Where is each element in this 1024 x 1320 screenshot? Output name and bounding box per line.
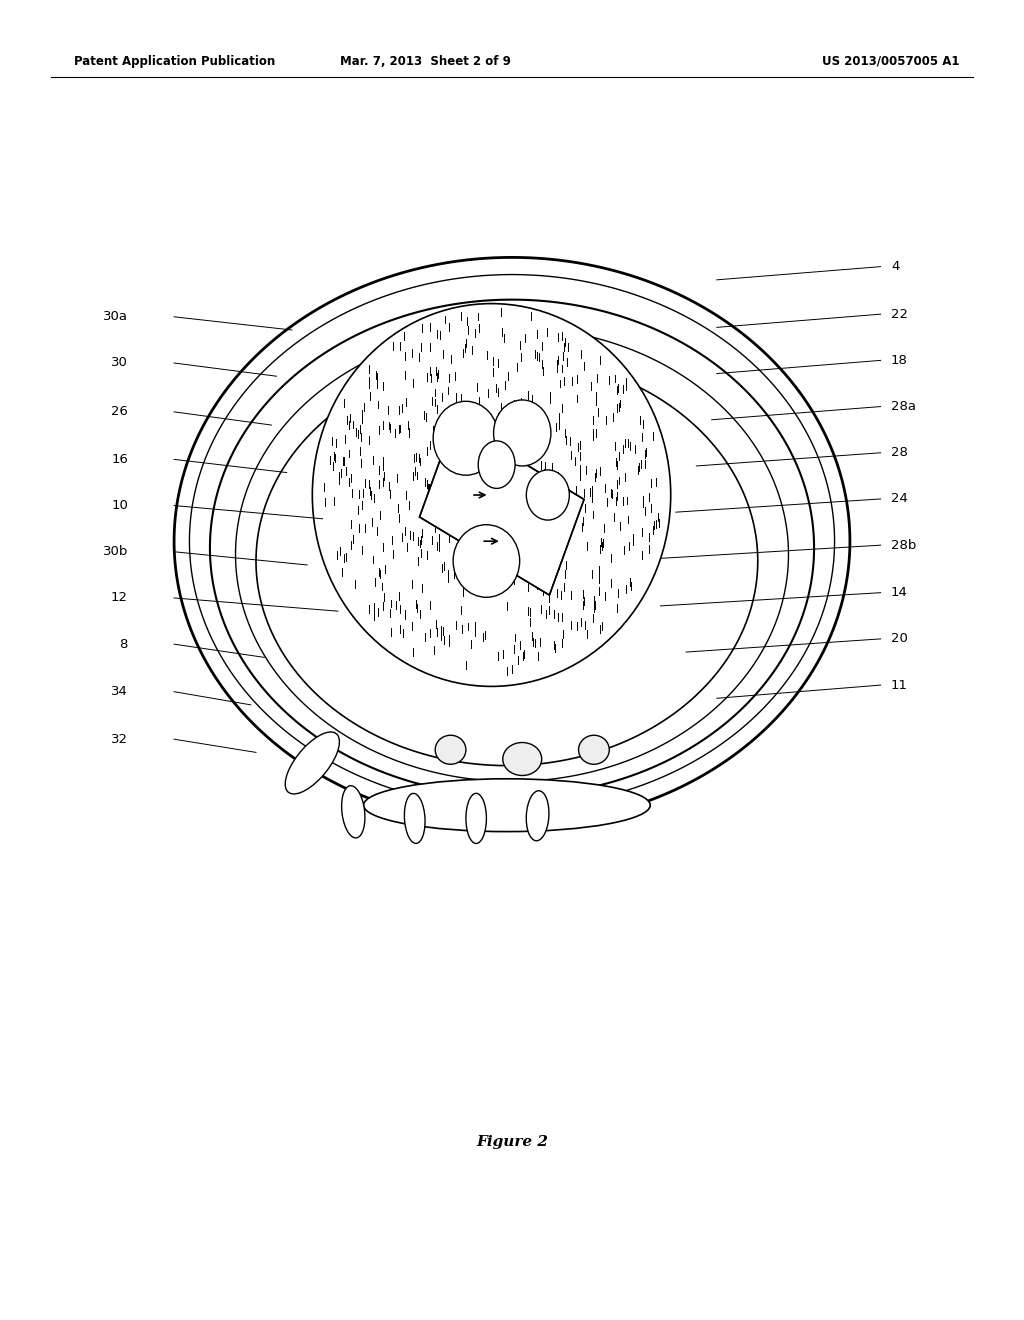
Text: 28b: 28b bbox=[891, 539, 916, 552]
Text: 10: 10 bbox=[112, 499, 128, 512]
Text: Patent Application Publication: Patent Application Publication bbox=[74, 55, 275, 67]
Text: 20: 20 bbox=[891, 632, 907, 645]
Text: 28a: 28a bbox=[891, 400, 915, 413]
Ellipse shape bbox=[342, 785, 365, 838]
Text: 14: 14 bbox=[891, 586, 907, 599]
Ellipse shape bbox=[478, 441, 515, 488]
Ellipse shape bbox=[433, 401, 499, 475]
Text: 11: 11 bbox=[891, 678, 908, 692]
Text: 30: 30 bbox=[112, 356, 128, 370]
Text: 34: 34 bbox=[112, 685, 128, 698]
Ellipse shape bbox=[312, 304, 671, 686]
Text: US 2013/0057005 A1: US 2013/0057005 A1 bbox=[822, 55, 959, 67]
Text: Figure 2: Figure 2 bbox=[476, 1135, 548, 1148]
Text: 30a: 30a bbox=[103, 310, 128, 323]
Text: 12: 12 bbox=[111, 591, 128, 605]
Text: 16: 16 bbox=[112, 453, 128, 466]
Text: 24: 24 bbox=[891, 492, 907, 506]
Ellipse shape bbox=[526, 470, 569, 520]
Ellipse shape bbox=[286, 733, 339, 793]
Ellipse shape bbox=[466, 793, 486, 843]
Ellipse shape bbox=[503, 743, 542, 776]
Text: 26: 26 bbox=[112, 405, 128, 418]
Ellipse shape bbox=[435, 735, 466, 764]
Polygon shape bbox=[174, 257, 850, 825]
Text: 4: 4 bbox=[891, 260, 899, 273]
Text: 28: 28 bbox=[891, 446, 907, 459]
Ellipse shape bbox=[494, 400, 551, 466]
Text: Mar. 7, 2013  Sheet 2 of 9: Mar. 7, 2013 Sheet 2 of 9 bbox=[340, 55, 510, 67]
Ellipse shape bbox=[364, 779, 650, 832]
Polygon shape bbox=[420, 421, 584, 595]
Ellipse shape bbox=[579, 735, 609, 764]
Text: 22: 22 bbox=[891, 308, 908, 321]
Text: 18: 18 bbox=[891, 354, 907, 367]
Text: 30b: 30b bbox=[102, 545, 128, 558]
Text: 8: 8 bbox=[120, 638, 128, 651]
Ellipse shape bbox=[526, 791, 549, 841]
Ellipse shape bbox=[404, 793, 425, 843]
Text: 32: 32 bbox=[111, 733, 128, 746]
Ellipse shape bbox=[453, 525, 519, 598]
